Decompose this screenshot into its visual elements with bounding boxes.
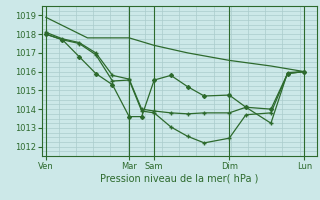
- X-axis label: Pression niveau de la mer( hPa ): Pression niveau de la mer( hPa ): [100, 173, 258, 183]
